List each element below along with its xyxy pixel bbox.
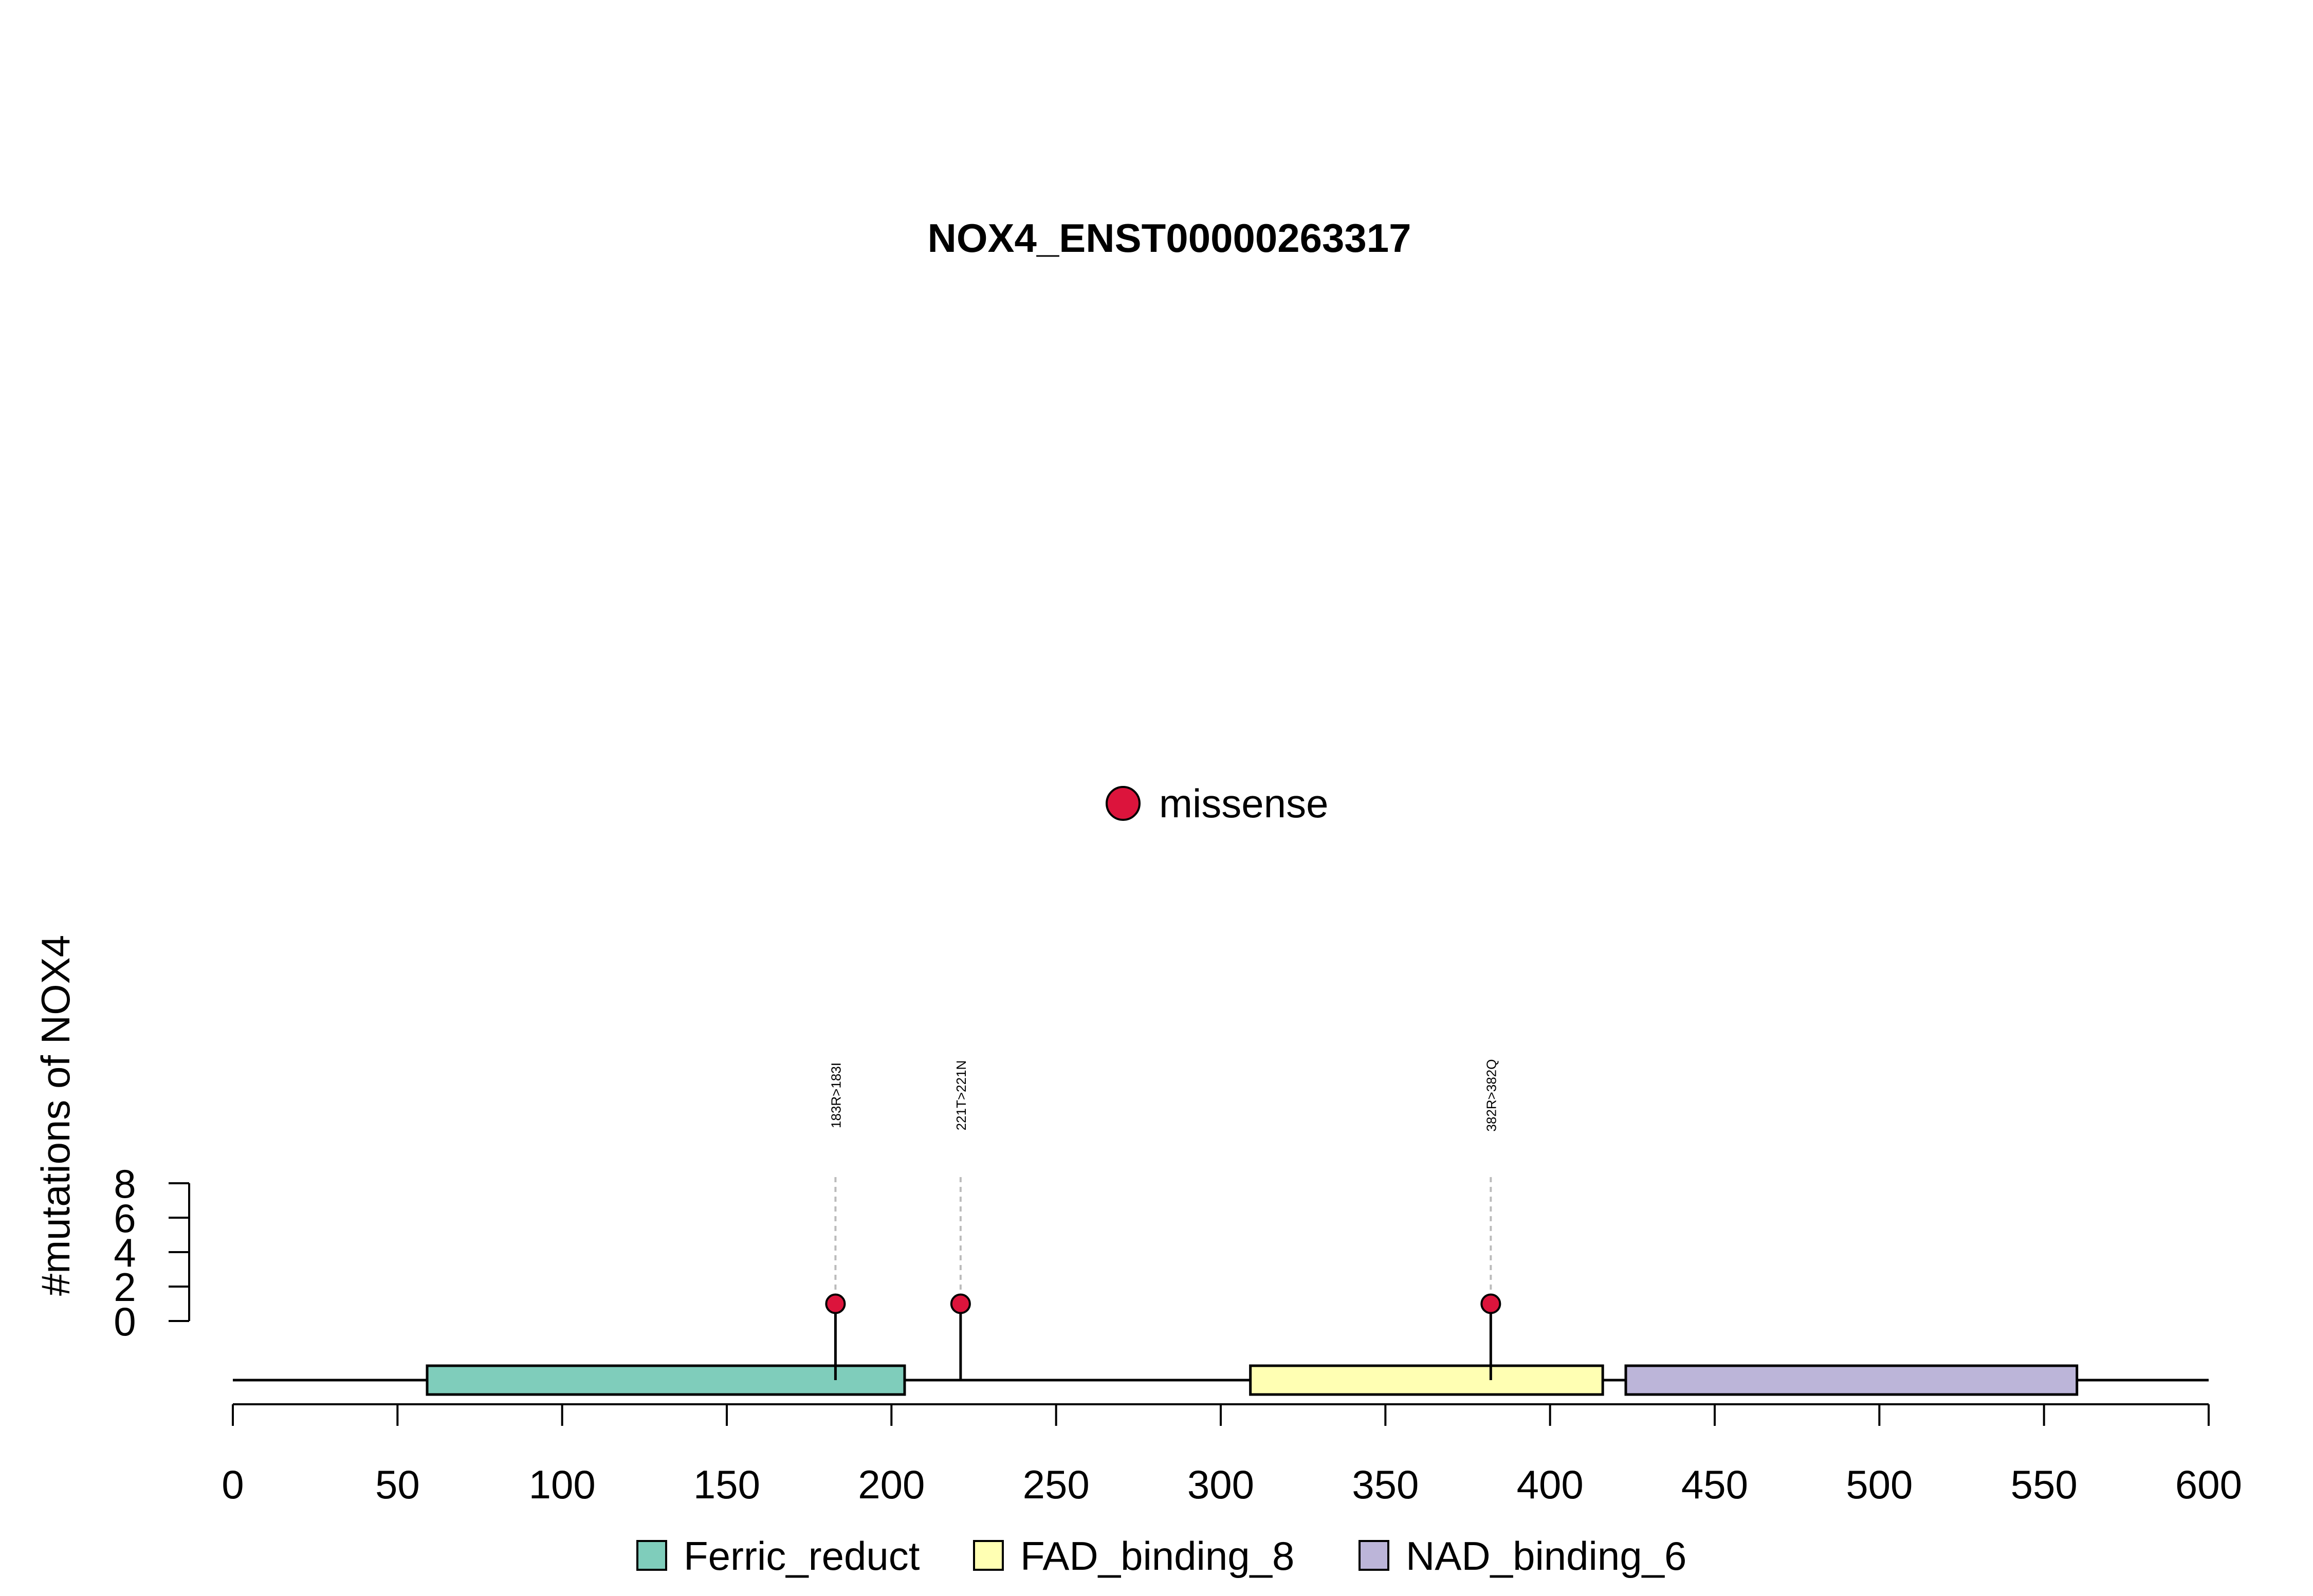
domain-legend: Ferric_reduct FAD_binding_8 NAD_binding_6 [636, 1533, 1686, 1579]
legend-swatch [973, 1540, 1004, 1571]
y-axis-label: #mutations of NOX4 [33, 935, 78, 1296]
x-axis: 0 50 100 150 200 250 300 350 400 450 500 550 600 [222, 1403, 2242, 1507]
x-tick-label: 150 [693, 1462, 760, 1507]
legend-missense-label: missense [1159, 781, 1328, 826]
legend-swatch [1359, 1540, 1389, 1571]
chart-title: NOX4_ENST00000263317 [928, 215, 1411, 261]
x-tick-label: 500 [1846, 1462, 1913, 1507]
x-tick-label: 550 [2011, 1462, 2078, 1507]
mutation-label: 183R>183I [828, 1062, 843, 1128]
x-tick-label: 200 [858, 1462, 925, 1507]
domain-layer [426, 1364, 2079, 1396]
mutation-type-legend: missense [1106, 781, 1328, 826]
legend-swatch [636, 1540, 667, 1571]
legend-domain-label: Ferric_reduct [684, 1533, 920, 1579]
mutation-label: 382R>382Q [1483, 1059, 1499, 1132]
y-tick-label: 6 [114, 1196, 136, 1241]
y-tick-label: 0 [114, 1299, 136, 1344]
x-tick-label: 50 [375, 1462, 420, 1507]
domain-ferric-reduct [426, 1364, 906, 1396]
mutation-dot [825, 1293, 846, 1314]
legend-domain-label: NAD_binding_6 [1406, 1533, 1686, 1579]
mutation-dot [950, 1293, 971, 1314]
y-tick-label: 2 [114, 1264, 136, 1310]
y-tick-label: 4 [114, 1230, 136, 1275]
y-tick-label: 8 [114, 1161, 136, 1206]
x-tick-label: 350 [1352, 1462, 1419, 1507]
x-tick-label: 600 [2175, 1462, 2242, 1507]
mutation-dot [1480, 1293, 1501, 1314]
mutation-label: 221T>221N [953, 1060, 969, 1131]
domain-fad-binding-8 [1249, 1364, 1604, 1396]
legend-missense-dot [1106, 786, 1141, 821]
domain-nad-binding-6 [1624, 1364, 2079, 1396]
x-tick-label: 0 [222, 1462, 244, 1507]
x-tick-label: 450 [1681, 1462, 1748, 1507]
x-tick-label: 300 [1187, 1462, 1254, 1507]
mutation-layer: 183R>183I 221T>221N 382R>382Q [825, 1059, 1501, 1380]
legend-domain-label: FAD_binding_8 [1020, 1533, 1294, 1579]
x-tick-label: 250 [1023, 1462, 1090, 1507]
x-tick-label: 400 [1517, 1462, 1584, 1507]
x-tick-label: 100 [529, 1462, 596, 1507]
